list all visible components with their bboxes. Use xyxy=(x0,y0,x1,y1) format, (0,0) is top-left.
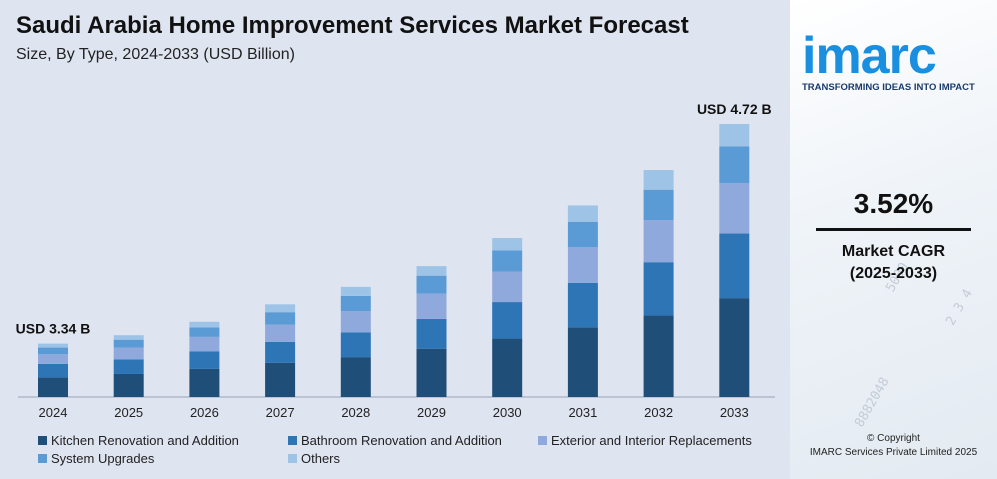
bar-segment-2025-1 xyxy=(113,359,144,374)
bar-segment-2031-1 xyxy=(567,282,598,328)
bar-segment-2030-4 xyxy=(492,238,523,251)
legend-label: Others xyxy=(301,451,341,466)
bar-segment-2030-2 xyxy=(492,271,523,303)
legend-swatch xyxy=(538,436,547,445)
copyright-company: IMARC Services Private Limited 2025 xyxy=(809,447,978,458)
bar-segment-2024-0 xyxy=(38,377,68,397)
copyright-notice: © Copyright IMARC Services Private Limit… xyxy=(790,432,997,460)
bar-segment-2029-4 xyxy=(416,266,447,276)
sidebar-panel: 5000 2 3 4 8882048 imarc TRANSFORMING ID… xyxy=(790,0,997,479)
bar-segment-2032-3 xyxy=(643,189,674,221)
logo-tagline: TRANSFORMING IDEAS INTO IMPACT xyxy=(802,82,975,93)
legend-item-exterior: Exterior and Interior Replacements xyxy=(538,433,752,448)
bar-segment-2028-2 xyxy=(340,311,371,333)
bar-segment-2031-0 xyxy=(567,327,598,397)
bar-segment-2028-3 xyxy=(340,295,371,312)
bar-segment-2029-2 xyxy=(416,293,447,319)
copyright-line: © Copyright xyxy=(867,433,920,444)
legend-swatch xyxy=(38,436,47,445)
background-decoration: 2 3 4 xyxy=(943,286,976,329)
legend-label: Kitchen Renovation and Addition xyxy=(51,433,239,448)
bar-segment-2024-4 xyxy=(38,343,68,348)
legend-label: System Upgrades xyxy=(51,451,155,466)
imarc-logo: imarc TRANSFORMING IDEAS INTO IMPACT xyxy=(802,30,987,93)
bar-segment-2025-2 xyxy=(113,347,144,360)
legend-item-system: System Upgrades xyxy=(38,451,154,466)
x-tick-label: 2025 xyxy=(114,405,143,420)
bar-segment-2029-0 xyxy=(416,348,447,397)
bar-segment-2028-1 xyxy=(340,332,371,358)
bar-segment-2026-4 xyxy=(189,321,220,328)
legend-swatch xyxy=(288,436,297,445)
bar-segment-2033-2 xyxy=(719,182,750,234)
cagr-period: (2025-2033) xyxy=(849,265,938,282)
bar-segment-2028-0 xyxy=(340,357,371,397)
legend-swatch xyxy=(288,454,297,463)
x-tick-label: 2027 xyxy=(266,405,295,420)
bar-segment-2026-0 xyxy=(189,368,220,397)
bar-segment-2027-0 xyxy=(265,362,296,397)
bar-segment-2032-0 xyxy=(643,315,674,397)
bar-segment-2031-2 xyxy=(567,247,598,283)
stacked-bar-chart: 2024 2025 2026 2027 2028 2029 2030 2031 2032 2033… xyxy=(16,101,775,420)
legend-item-kitchen: Kitchen Renovation and Addition xyxy=(38,433,239,448)
cagr-value: 3.52% xyxy=(853,188,934,219)
bar-segment-2033-0 xyxy=(719,298,750,397)
x-tick-label: 2030 xyxy=(493,405,522,420)
bar-segment-2031-3 xyxy=(567,221,598,248)
chart-subtitle: Size, By Type, 2024-2033 (USD Billion) xyxy=(16,46,295,63)
chart-title: Saudi Arabia Home Improvement Services M… xyxy=(16,12,689,39)
x-tick-label: 2032 xyxy=(644,405,673,420)
bar-segment-2027-2 xyxy=(265,324,296,342)
legend-item-bathroom: Bathroom Renovation and Addition xyxy=(288,433,502,448)
chart-panel: Saudi Arabia Home Improvement Services M… xyxy=(0,0,790,479)
bar-segment-2027-3 xyxy=(265,312,296,325)
bar-segment-2033-4 xyxy=(719,124,750,147)
data-label-2033: USD 4.72 B xyxy=(697,101,772,117)
bar-segment-2027-1 xyxy=(265,341,296,363)
cagr-divider xyxy=(816,228,971,231)
bar-segment-2030-3 xyxy=(492,250,523,272)
bar-segment-2026-2 xyxy=(189,336,220,352)
x-tick-label: 2033 xyxy=(720,405,749,420)
bar-segment-2024-2 xyxy=(38,354,68,364)
cagr-label: Market CAGR xyxy=(841,243,946,260)
bar-segment-2024-3 xyxy=(38,347,68,355)
bar-segment-2025-0 xyxy=(113,373,144,397)
bar-segment-2026-3 xyxy=(189,327,220,337)
x-tick-label: 2026 xyxy=(190,405,219,420)
bar-segment-2028-4 xyxy=(340,286,371,296)
logo-wordmark: imarc xyxy=(802,27,937,85)
bar-segment-2024-1 xyxy=(38,363,68,378)
bar-segment-2032-2 xyxy=(643,220,674,263)
x-tick-label: 2028 xyxy=(341,405,370,420)
bar-segment-2031-4 xyxy=(567,205,598,222)
x-tick-label: 2024 xyxy=(39,405,68,420)
bar-segment-2033-1 xyxy=(719,233,750,299)
bar-segment-2029-1 xyxy=(416,318,447,349)
background-decoration: 8882048 xyxy=(852,375,893,430)
bar-segment-2032-1 xyxy=(643,262,674,316)
bar-segment-2033-3 xyxy=(719,146,750,183)
bar-segment-2030-1 xyxy=(492,302,523,339)
legend-label: Exterior and Interior Replacements xyxy=(551,433,752,448)
x-tick-label: 2031 xyxy=(568,405,597,420)
bar-segment-2027-4 xyxy=(265,304,296,313)
data-label-2024: USD 3.34 B xyxy=(16,321,91,337)
bar-segment-2025-4 xyxy=(113,335,144,340)
x-tick-label: 2029 xyxy=(417,405,446,420)
bar-segment-2030-0 xyxy=(492,338,523,397)
bar-segment-2029-3 xyxy=(416,275,447,294)
legend-swatch xyxy=(38,454,47,463)
cagr-block: 3.52% Market CAGR (2025-2033) xyxy=(790,188,997,285)
bar-segment-2032-4 xyxy=(643,170,674,190)
bar-segment-2026-1 xyxy=(189,351,220,369)
bar-segment-2025-3 xyxy=(113,339,144,348)
legend-item-others: Others xyxy=(288,451,340,466)
legend-label: Bathroom Renovation and Addition xyxy=(301,433,502,448)
